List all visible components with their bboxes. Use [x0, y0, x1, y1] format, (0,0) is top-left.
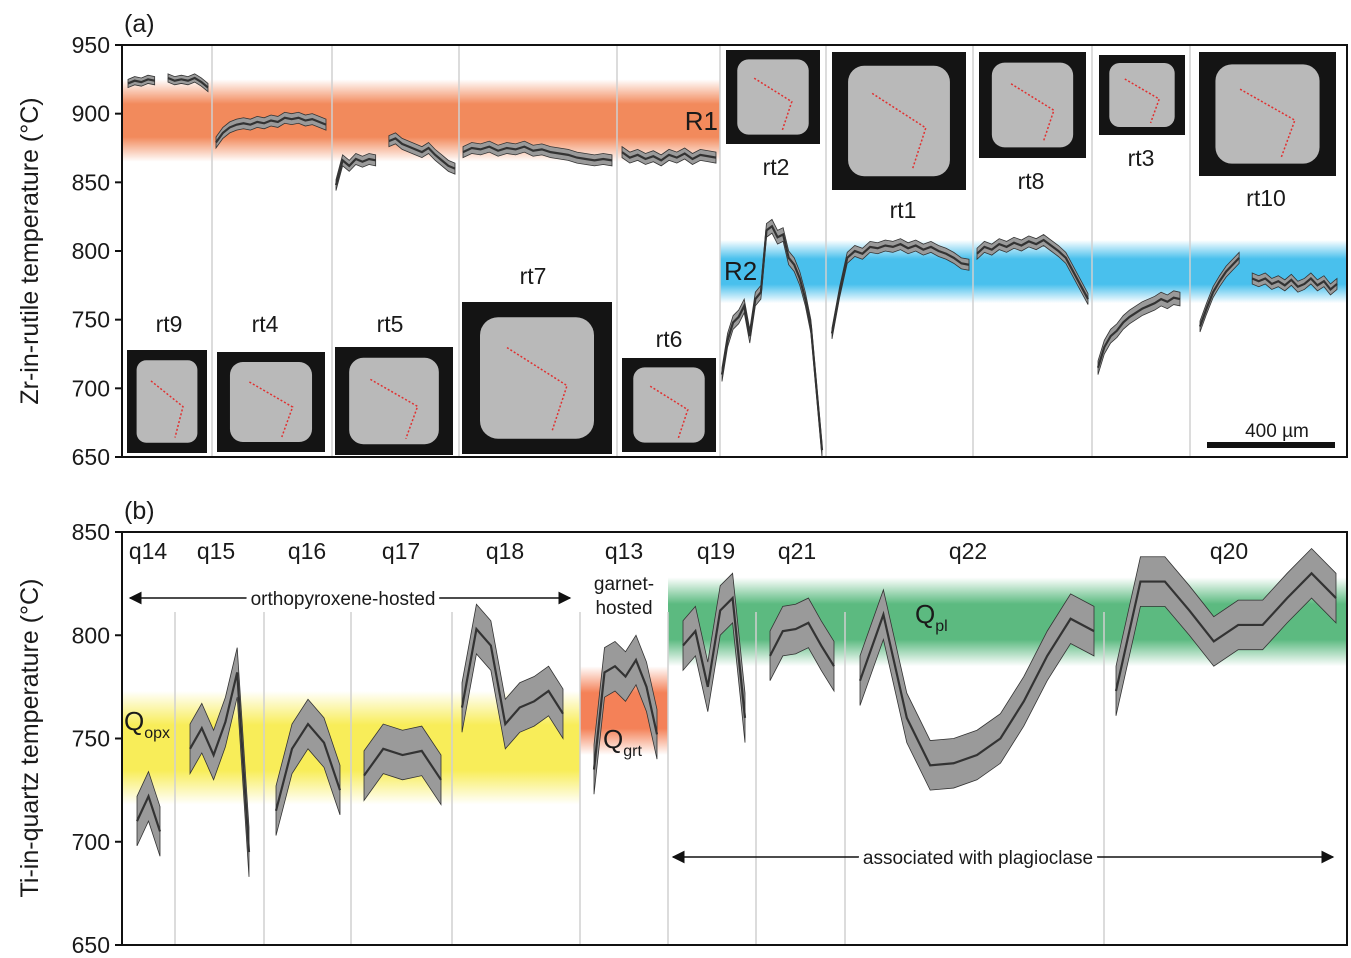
y-tick-label: 700 [72, 375, 110, 401]
grain-label: rt10 [1246, 185, 1286, 211]
grain-label: q19 [697, 538, 735, 564]
y-tick-label: 650 [72, 444, 110, 470]
grain-label: q15 [197, 538, 235, 564]
y-tick-label: 700 [72, 829, 110, 855]
grain-label: rt2 [763, 154, 790, 180]
grain [1215, 64, 1319, 163]
panel-label: (a) [124, 10, 155, 38]
band-label-main: Q [915, 599, 935, 629]
annotation: garnet- [594, 574, 654, 595]
band-label-main: R1 [685, 106, 718, 136]
y-axis-label: Zr-in-rutile temperature (°C) [16, 97, 44, 404]
y-tick-label: 800 [72, 622, 110, 648]
band-label-sub: grt [623, 743, 642, 760]
band-label: R2 [724, 256, 757, 286]
figure: 650 700 750 800 850 900 950 Zr-in-rutile temper… [0, 0, 1351, 958]
grain [737, 59, 808, 134]
grain-label: q18 [486, 538, 524, 564]
grain-label: rt1 [890, 197, 917, 223]
annotation: associated with plagioclase [863, 848, 1093, 869]
band-label-main: R2 [724, 256, 757, 286]
grain-label: q13 [605, 538, 643, 564]
band-label-main: Q [124, 706, 144, 736]
grain-label: q22 [949, 538, 987, 564]
grain [137, 360, 198, 442]
grain-label: q16 [288, 538, 326, 564]
y-tick-label: 850 [72, 519, 110, 545]
y-tick-label: 750 [72, 726, 110, 752]
scale-bar [1207, 442, 1335, 448]
annotation: hosted [595, 598, 652, 619]
grain-label: q17 [382, 538, 420, 564]
grain-label: rt8 [1018, 168, 1045, 194]
uncertainty-envelope [1098, 291, 1180, 375]
annotation: orthopyroxene-hosted [251, 589, 436, 610]
y-tick-label: 750 [72, 307, 110, 333]
grain-label: q14 [129, 538, 168, 564]
y-tick-label: 800 [72, 238, 110, 264]
grain-label: q21 [778, 538, 816, 564]
temperature-band [720, 240, 1347, 303]
y-tick-label: 650 [72, 932, 110, 958]
grain-label: q20 [1210, 538, 1248, 564]
y-axis-label: Ti-in-quartz temperature (°C) [16, 579, 44, 898]
grain [480, 317, 594, 439]
grain [349, 358, 439, 444]
band-label-sub: opx [144, 725, 170, 742]
y-tick-label: 950 [72, 32, 110, 58]
grain [1109, 63, 1174, 127]
grain [230, 362, 312, 442]
panel-label: (b) [124, 497, 155, 525]
grain-label: rt9 [156, 311, 183, 337]
scale-bar-label: 400 µm [1245, 421, 1309, 442]
grain-label: rt6 [656, 326, 683, 352]
grain [992, 63, 1073, 148]
band-label-main: Q [603, 724, 623, 754]
band-label-sub: pl [935, 618, 947, 635]
grain-label: rt7 [520, 263, 547, 289]
y-tick-label: 900 [72, 101, 110, 127]
grain [848, 66, 950, 176]
grain-label: rt4 [252, 311, 279, 337]
grain [633, 367, 704, 442]
grain-label: rt5 [377, 311, 404, 337]
y-tick-label: 850 [72, 169, 110, 195]
band-label: R1 [685, 106, 718, 136]
grain-label: rt3 [1128, 145, 1155, 171]
